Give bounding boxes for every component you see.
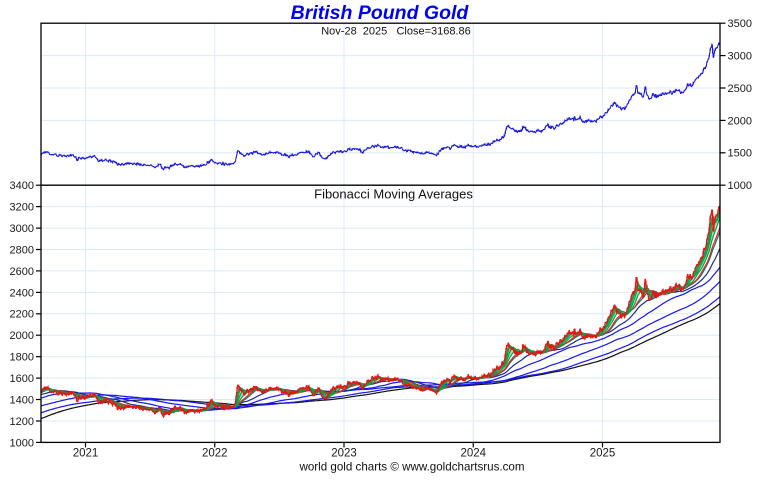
- svg-text:3200: 3200: [10, 202, 34, 214]
- svg-text:British Pound Gold: British Pound Gold: [291, 2, 470, 24]
- svg-text:2200: 2200: [10, 309, 34, 321]
- svg-text:Nov-28 2025 Close=3168.86: Nov-28 2025 Close=3168.86: [321, 25, 471, 37]
- svg-text:2025: 2025: [590, 448, 616, 460]
- svg-text:2000: 2000: [728, 115, 752, 127]
- svg-text:2021: 2021: [73, 448, 99, 460]
- svg-text:2500: 2500: [728, 83, 752, 95]
- svg-text:1500: 1500: [728, 148, 752, 160]
- svg-text:2400: 2400: [10, 287, 34, 299]
- svg-text:2023: 2023: [331, 448, 357, 460]
- svg-text:1200: 1200: [10, 416, 34, 428]
- svg-text:1800: 1800: [10, 352, 34, 364]
- svg-text:3500: 3500: [728, 18, 752, 30]
- svg-text:3000: 3000: [10, 223, 34, 235]
- svg-text:2600: 2600: [10, 266, 34, 278]
- svg-text:2800: 2800: [10, 244, 34, 256]
- svg-text:2022: 2022: [202, 448, 228, 460]
- svg-text:3400: 3400: [10, 180, 34, 192]
- svg-text:1000: 1000: [728, 180, 752, 192]
- svg-text:Fibonacci Moving Averages: Fibonacci Moving Averages: [314, 186, 473, 201]
- svg-text:2000: 2000: [10, 330, 34, 342]
- svg-text:1600: 1600: [10, 373, 34, 385]
- svg-text:2024: 2024: [460, 448, 486, 460]
- svg-text:1400: 1400: [10, 394, 34, 406]
- svg-text:3000: 3000: [728, 51, 752, 63]
- svg-text:1000: 1000: [10, 437, 34, 449]
- svg-text:world gold charts © www.goldch: world gold charts © www.goldchartsrus.co…: [298, 461, 524, 474]
